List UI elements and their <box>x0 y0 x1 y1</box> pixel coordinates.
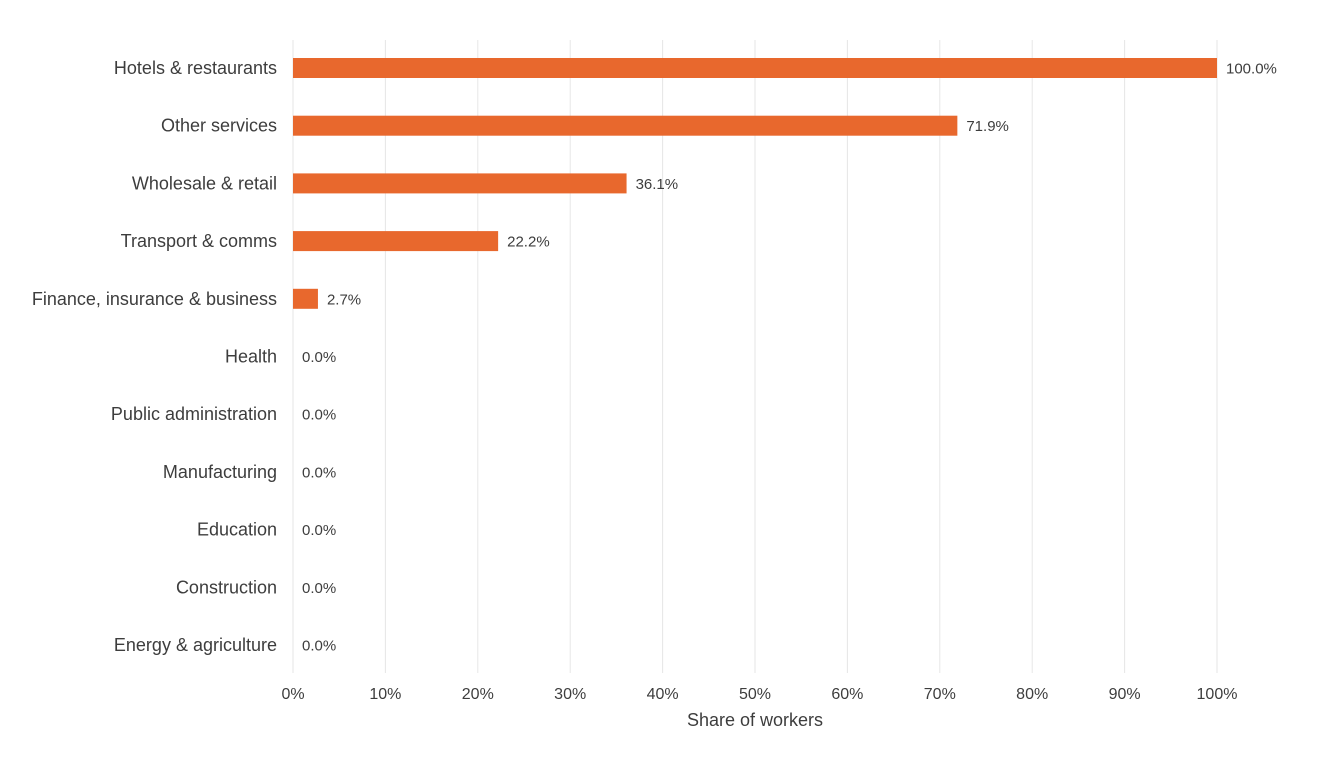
x-tick-label: 20% <box>462 686 494 703</box>
x-tick-label: 70% <box>924 686 956 703</box>
x-tick-label: 80% <box>1016 686 1048 703</box>
data-label: 0.0% <box>302 522 336 539</box>
gridlines <box>292 40 1218 673</box>
bar <box>293 173 627 194</box>
category-labels: Hotels & restaurants Other services Wholes… <box>32 58 277 655</box>
data-label: 36.1% <box>636 176 679 193</box>
x-tick-label: 90% <box>1109 686 1141 703</box>
data-label: 0.0% <box>302 349 336 366</box>
x-tick-label: 50% <box>739 686 771 703</box>
data-label: 0.0% <box>302 638 336 655</box>
category-label: Hotels & restaurants <box>114 58 277 78</box>
x-axis-ticks: 0% 10% 20% 30% 40% 50% 60% 70% 80% 90% 100% <box>281 686 1237 703</box>
x-tick-label: 0% <box>281 686 304 703</box>
data-label: 2.7% <box>327 291 361 308</box>
x-axis-title: Share of workers <box>687 710 823 730</box>
data-label: 22.2% <box>507 234 550 251</box>
category-label: Energy & agriculture <box>114 635 277 655</box>
x-tick-label: 10% <box>369 686 401 703</box>
bar <box>293 231 499 252</box>
x-tick-label: 100% <box>1197 686 1238 703</box>
category-label: Wholesale & retail <box>132 173 277 193</box>
bar <box>293 58 1217 78</box>
category-label: Transport & comms <box>121 231 277 251</box>
data-label: 0.0% <box>302 464 336 481</box>
x-tick-label: 30% <box>554 686 586 703</box>
category-label: Finance, insurance & business <box>32 289 277 309</box>
x-tick-label: 40% <box>647 686 679 703</box>
category-label: Education <box>197 520 277 540</box>
data-label: 0.0% <box>302 407 336 424</box>
bars <box>293 58 1217 309</box>
category-label: Public administration <box>111 404 277 424</box>
bar <box>293 115 958 136</box>
category-label: Manufacturing <box>163 462 277 482</box>
category-label: Health <box>225 347 277 367</box>
data-label: 100.0% <box>1226 61 1277 78</box>
data-label: 71.9% <box>966 118 1009 135</box>
x-tick-label: 60% <box>831 686 863 703</box>
bar <box>293 288 318 309</box>
data-label: 0.0% <box>302 580 336 597</box>
category-label: Construction <box>176 577 277 597</box>
category-label: Other services <box>161 116 277 136</box>
value-labels: 100.0% 71.9% 36.1% 22.2% 2.7% 0.0% 0.0% 0.0% 0.0… <box>302 61 1277 655</box>
